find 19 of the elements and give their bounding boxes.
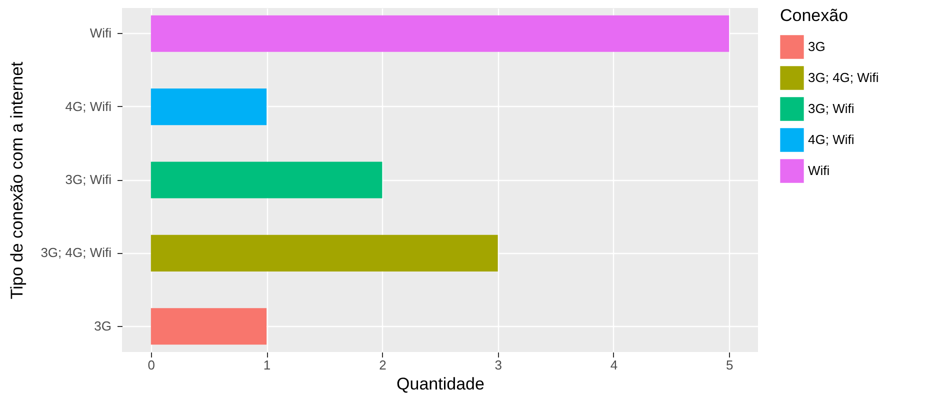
x-tick-label: 0 — [148, 358, 156, 372]
legend-label: Wifi — [808, 163, 830, 178]
x-tick-label: 1 — [263, 358, 271, 372]
x-tick-label: 3 — [494, 358, 502, 372]
y-tick-label: 4G; Wifi — [65, 98, 112, 114]
x-tick-label: 4 — [610, 358, 618, 372]
x-tick-label: 2 — [379, 358, 386, 372]
x-axis-title: Quantidade — [396, 374, 484, 394]
y-tick-label: 3G — [94, 318, 112, 334]
legend-title: Conexão — [780, 6, 848, 25]
legend-label: 4G; Wifi — [808, 132, 854, 147]
legend-label: 3G; Wifi — [808, 101, 854, 116]
y-tick-label: 3G; 4G; Wifi — [40, 245, 112, 260]
y-axis-title: Tipo de conexão com a internet — [8, 61, 27, 300]
legend-label: 3G — [808, 39, 826, 54]
x-tick-label: 5 — [726, 358, 734, 372]
legend-label: 3G; 4G; Wifi — [808, 70, 879, 85]
y-tick-label: Wifi — [90, 26, 112, 41]
y-tick-label: 3G; Wifi — [65, 172, 112, 187]
